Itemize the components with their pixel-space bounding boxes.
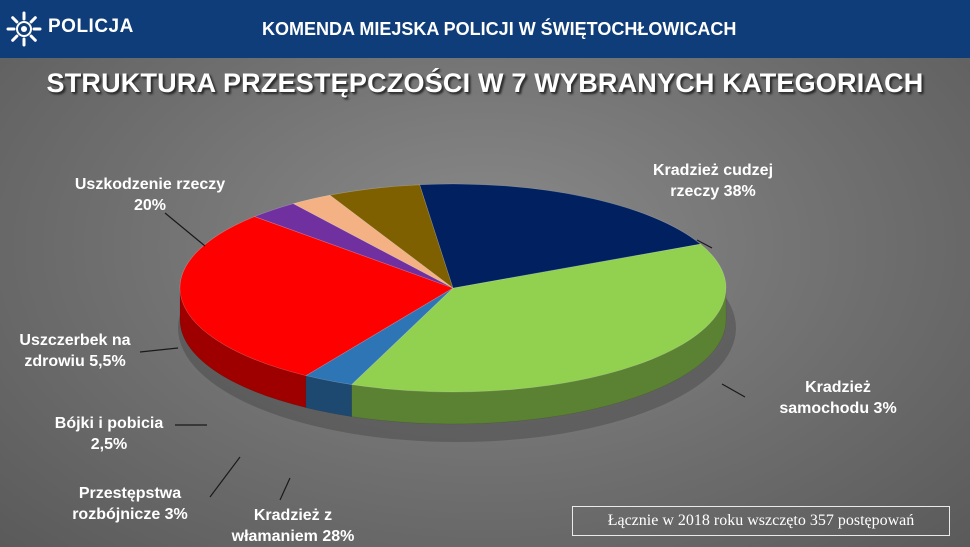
- slice-label: Uszkodzenie rzeczy: [75, 176, 225, 193]
- pie-slice: [305, 287, 454, 385]
- leader-line: [139, 347, 179, 353]
- slice-label: 2,5%: [91, 436, 127, 453]
- header-bar: POLICJA KOMENDA MIEJSKA POLICJI W ŚWIĘTO…: [0, 0, 970, 58]
- slice-label: rozbójnicze 3%: [72, 506, 188, 523]
- slice-label: włamaniem 28%: [231, 528, 355, 545]
- pie-slice: [329, 184, 454, 289]
- leader-line: [164, 212, 206, 247]
- total-note: Łącznie w 2018 roku wszczęto 357 postępo…: [572, 506, 950, 536]
- slide-title: STRUKTURA PRZESTĘPCZOŚCI W 7 WYBRANYCH K…: [46, 68, 924, 98]
- header-title: KOMENDA MIEJSKA POLICJI W ŚWIĘTOCHŁOWICA…: [262, 19, 737, 39]
- slice-label: Kradzież cudzej: [653, 162, 773, 179]
- slice-label: 20%: [134, 197, 166, 214]
- slice-label: samochodu 3%: [779, 400, 896, 417]
- pie-slice: [253, 203, 454, 289]
- slice-label: Uszczerbek na: [19, 332, 130, 349]
- leader-line: [209, 456, 241, 498]
- pie-slice-side: [351, 287, 727, 425]
- leader-line: [279, 477, 291, 501]
- slice-label: zdrowiu 5,5%: [24, 353, 125, 370]
- pie-slice: [179, 216, 454, 376]
- slice-label: Przestępstwa: [79, 485, 181, 502]
- logo-text: POLICJA: [48, 16, 134, 37]
- pie-slice: [350, 243, 727, 393]
- slice-label: rzeczy 38%: [670, 183, 755, 200]
- slice-label: Bójki i pobicia: [55, 415, 164, 432]
- police-star-icon: [6, 11, 42, 47]
- pie-slice: [419, 183, 702, 289]
- pie-slice: [292, 194, 454, 289]
- slice-label: Kradzież z: [254, 507, 332, 524]
- slice-label: Kradzież: [805, 379, 871, 396]
- leader-line: [721, 383, 746, 398]
- leader-line: [696, 239, 713, 249]
